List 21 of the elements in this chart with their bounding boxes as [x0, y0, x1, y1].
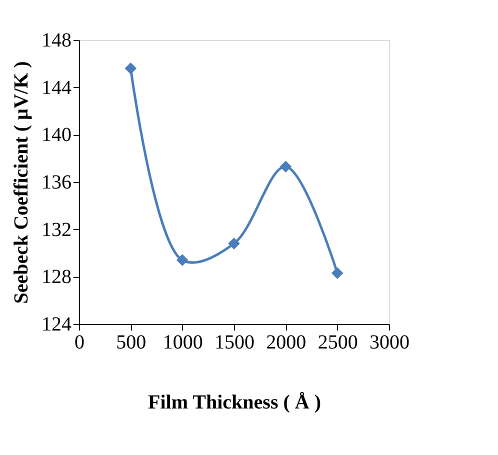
point: [331, 267, 344, 280]
x-tick-label: 0: [74, 332, 84, 354]
x-tick-label: 2500: [318, 332, 358, 354]
y-tick-label: 148: [42, 30, 72, 52]
y-tick-label: 136: [42, 172, 72, 194]
x-tick-label: 2000: [266, 332, 306, 354]
point: [124, 62, 137, 74]
x-tick-label: 1500: [214, 332, 254, 354]
y-tick-label: 132: [42, 218, 72, 241]
x-tick-label: 500: [116, 332, 146, 354]
point: [228, 238, 240, 250]
y-tick-label: 128: [42, 266, 72, 288]
y-tick-label: 124: [42, 314, 72, 336]
x-tick-label: 1000: [162, 332, 203, 354]
y-axis-title: Seebeck Coefficient ( µV/K ): [10, 61, 32, 304]
x-axis-title: Film Thickness ( Å ): [148, 392, 321, 414]
point: [176, 254, 188, 266]
x-tick-label: 3000: [370, 332, 410, 354]
y-tick-label: 140: [42, 124, 72, 146]
y-tick-label: 144: [42, 76, 72, 99]
point: [280, 160, 292, 173]
